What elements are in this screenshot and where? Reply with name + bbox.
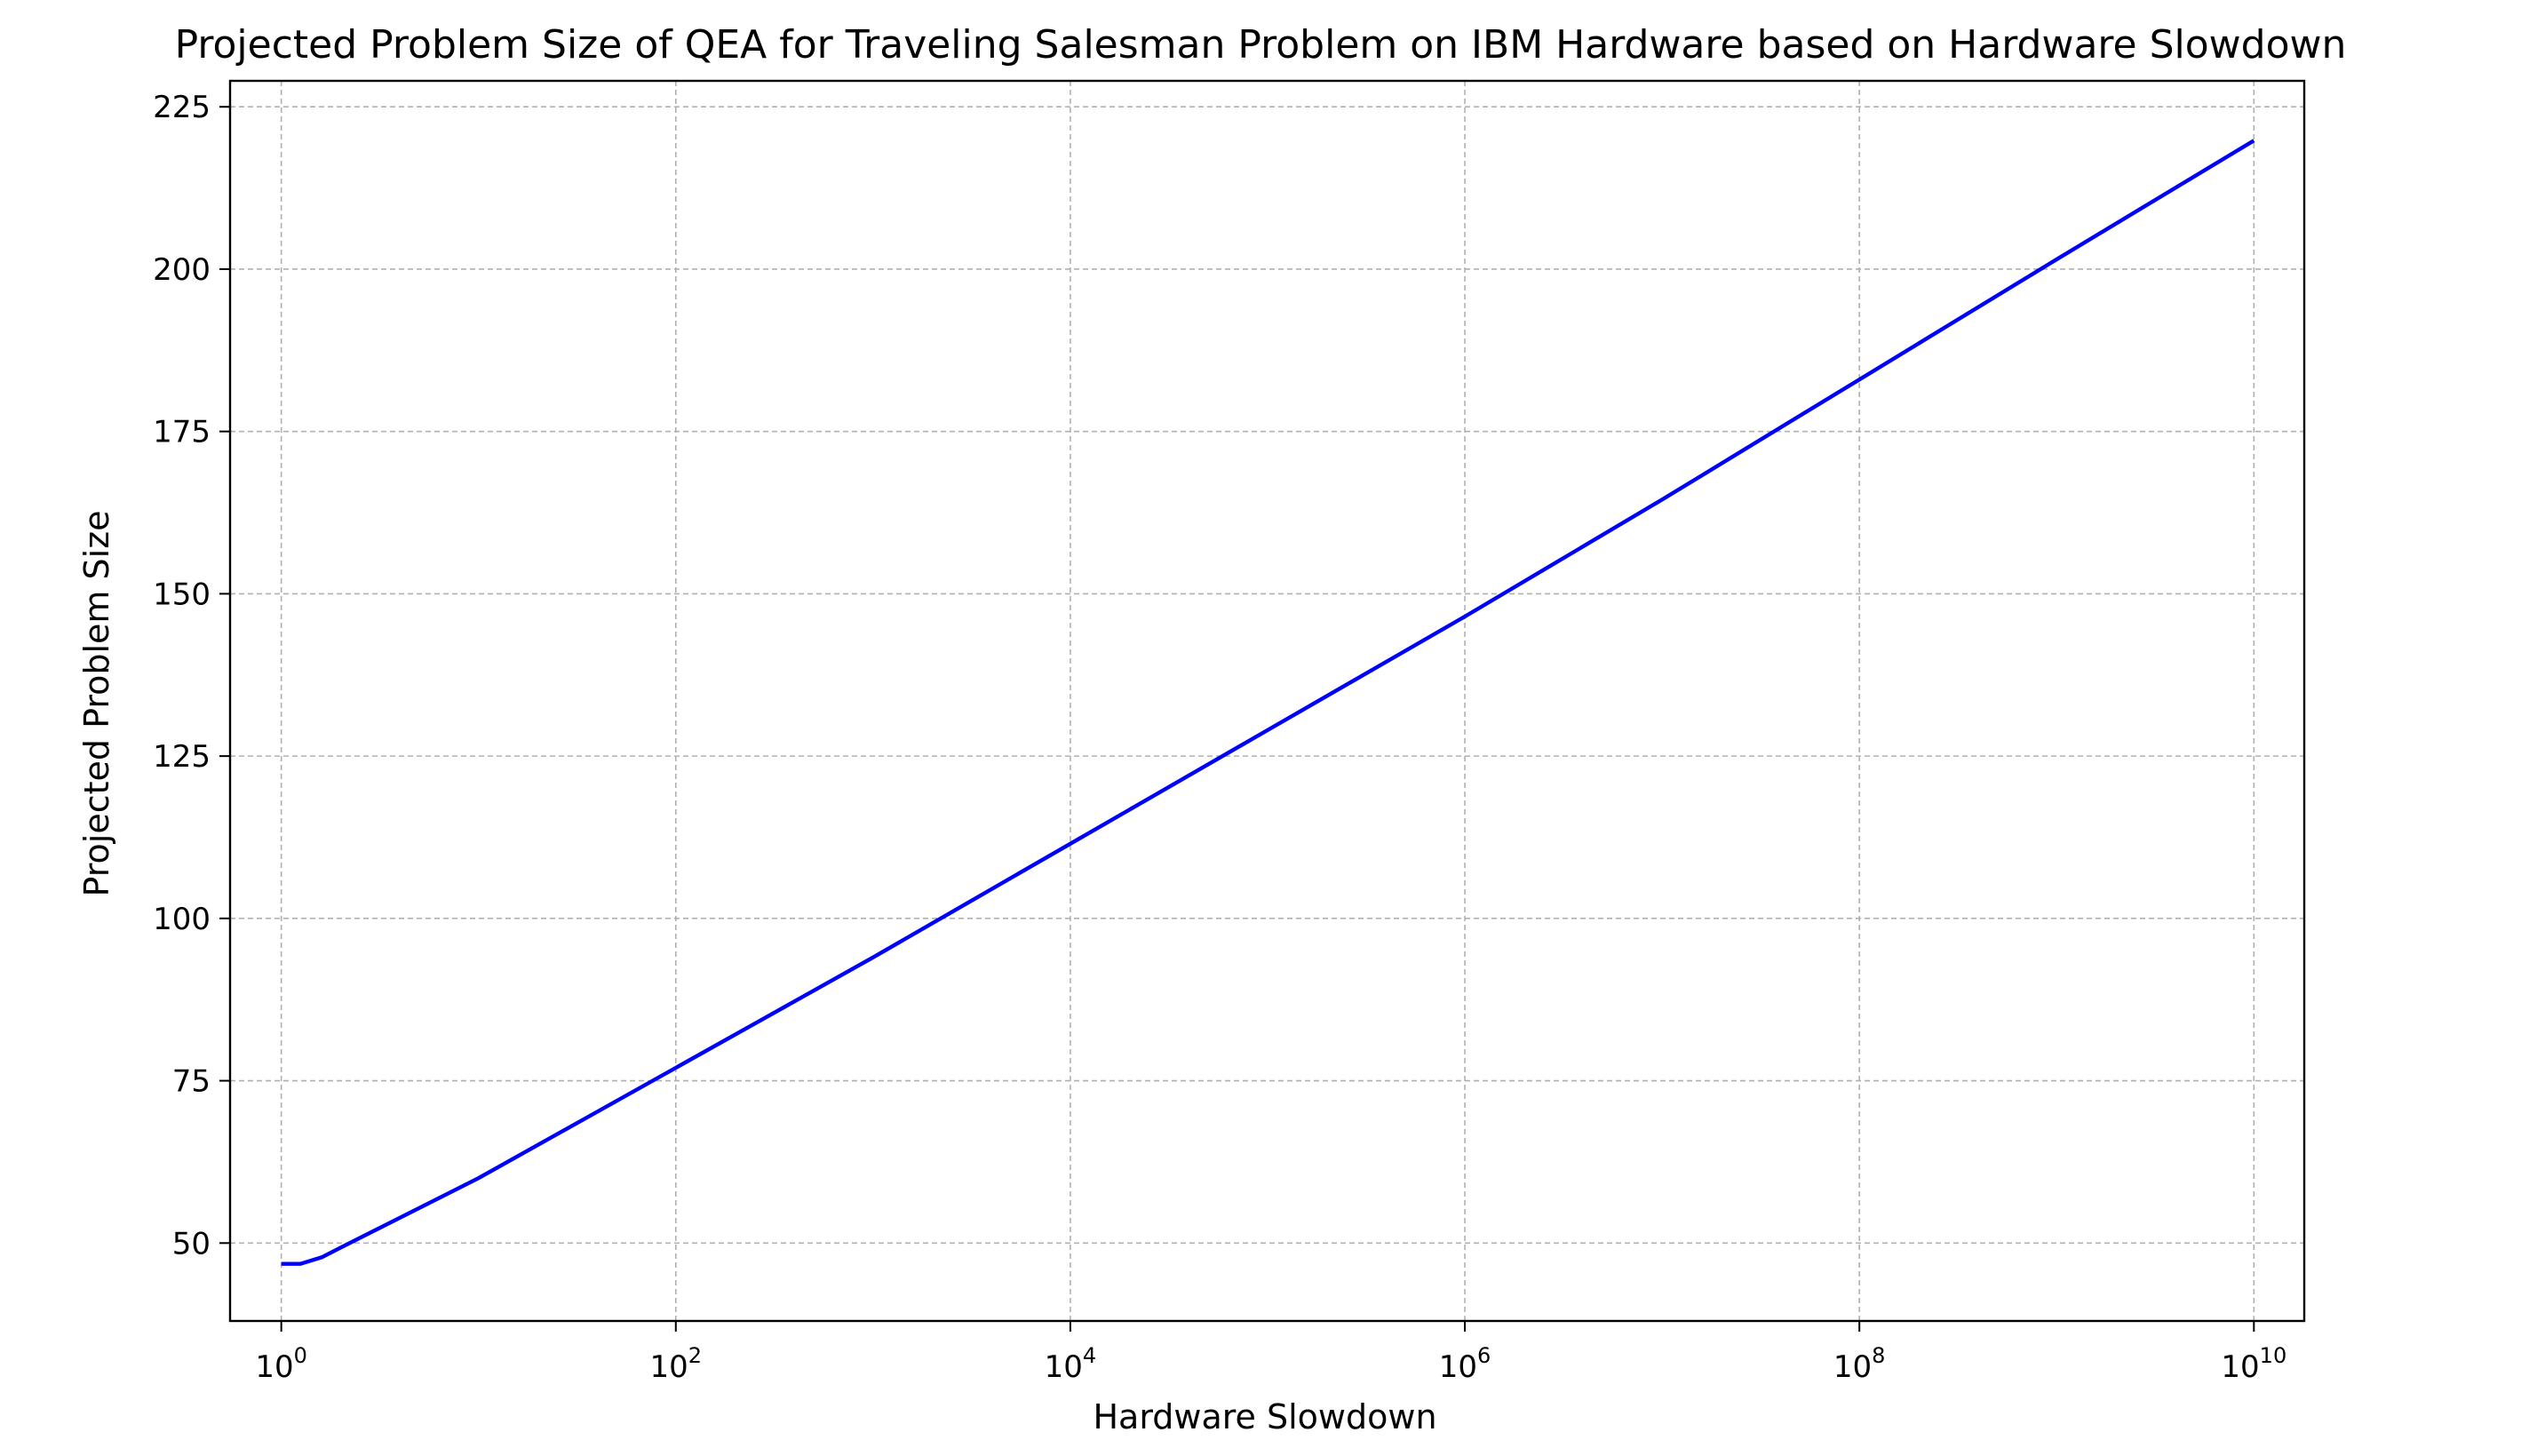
y-tick-label: 200 — [153, 252, 211, 288]
plot-frame — [228, 79, 2306, 1323]
x-axis-label: Hardware Slowdown — [1093, 1397, 1436, 1436]
x-tick-label: 108 — [1833, 1343, 1886, 1385]
y-tick-label: 50 — [172, 1226, 211, 1261]
y-tick-label: 75 — [172, 1064, 211, 1100]
chart-title: Projected Problem Size of QEA for Travel… — [175, 22, 2347, 68]
x-axis: 100 102 104 106 108 1010 — [255, 1321, 2286, 1385]
y-axis-label: Projected Problem Size — [77, 510, 116, 896]
x-tick-label: 1010 — [2221, 1343, 2286, 1385]
x-tick-label: 104 — [1045, 1343, 1097, 1385]
y-tick-label: 150 — [153, 577, 211, 612]
y-tick-label: 100 — [153, 902, 211, 937]
y-axis: 50 75 100 125 150 175 200 225 — [153, 90, 230, 1261]
x-tick-label: 102 — [650, 1343, 703, 1385]
series-line — [281, 139, 2255, 1266]
x-tick-label: 100 — [255, 1343, 307, 1385]
x-tick-label: 106 — [1439, 1343, 1491, 1385]
grid-lines — [230, 81, 2304, 1321]
y-tick-label: 225 — [153, 90, 211, 125]
y-tick-label: 125 — [153, 739, 211, 775]
series-layer — [281, 139, 2255, 1266]
y-tick-label: 175 — [153, 415, 211, 450]
